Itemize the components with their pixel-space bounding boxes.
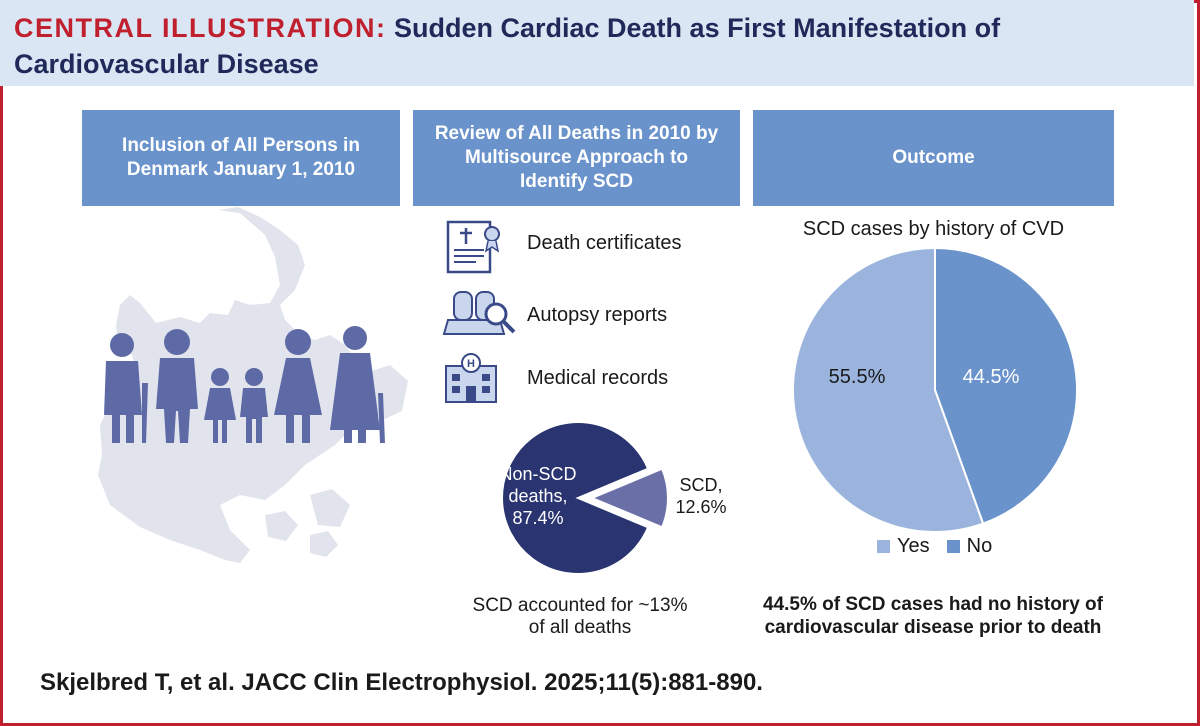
panel-inclusion-title: Inclusion of All Persons in Denmark Janu…	[122, 135, 360, 180]
elderly-woman-silhouette	[330, 326, 385, 443]
source-label-autopsy-reports: Autopsy reports	[527, 304, 668, 326]
legend-swatch-no	[946, 540, 960, 553]
pie-slice-scd	[589, 467, 669, 529]
deaths-caption-line1: SCD accounted for ~13%	[472, 595, 688, 616]
page-title: CENTRAL ILLUSTRATION: Sudden Cardiac Dea…	[14, 10, 1184, 82]
pie-label-non-scd-name: Non-SCD deaths,	[499, 464, 577, 506]
adult-man-silhouette	[156, 329, 198, 443]
illustration-title: Sudden Cardiac Death as First Manifestat…	[14, 13, 1001, 79]
denmark-map-with-family	[98, 207, 408, 563]
pie-slice-no	[934, 246, 1078, 525]
legend-swatch-yes	[877, 540, 890, 553]
svg-text:H: H	[467, 358, 475, 370]
deaths-pie-chart	[500, 421, 669, 575]
panel-outcome-title: Outcome	[892, 147, 975, 168]
legend-label-yes: Yes	[897, 535, 930, 557]
panel-outcome-header: Outcome	[753, 110, 1114, 206]
cvd-history-pie-chart	[792, 246, 1078, 533]
adult-woman-silhouette	[274, 329, 322, 443]
pie-label-non-scd-pct: 87.4%	[512, 508, 564, 528]
cvd-chart-title: SCD cases by history of CVD	[802, 218, 1065, 240]
cvd-caption-line2: cardiovascular disease prior to death	[764, 617, 1102, 638]
pie-label-scd-name: SCD,	[679, 475, 723, 495]
panel-review-title: Review of All Deaths in 2010 by Multisou…	[434, 123, 719, 192]
pie-label-scd-pct: 12.6%	[675, 497, 727, 517]
pie-label-scd: SCD, 12.6%	[670, 474, 732, 518]
girl-silhouette	[204, 368, 236, 443]
central-illustration-label: CENTRAL ILLUSTRATION:	[14, 13, 387, 43]
deaths-caption-line2: of all deaths	[528, 617, 632, 638]
legend-label-no: No	[966, 535, 993, 557]
pie-label-non-scd: Non-SCD deaths, 87.4%	[488, 463, 588, 529]
family-silhouettes	[104, 326, 385, 443]
hospital-icon: H	[445, 353, 497, 403]
source-label-death-certificates: Death certificates	[527, 232, 682, 254]
header-band	[0, 0, 1194, 86]
panel-review-header: Review of All Deaths in 2010 by Multisou…	[413, 110, 740, 206]
deaths-pie-caption: SCD accounted for ~13% of all deaths	[420, 595, 740, 639]
pie-slice-non-scd	[500, 421, 650, 575]
pie-slice-yes	[792, 246, 985, 533]
cvd-caption-line1: 44.5% of SCD cases had no history of	[763, 594, 1103, 615]
pie-label-no-pct: 44.5%	[962, 366, 1020, 388]
source-label-medical-records: Medical records	[527, 367, 669, 389]
elderly-man-silhouette	[104, 333, 148, 443]
pie-label-yes-pct: 55.5%	[828, 366, 886, 388]
boy-silhouette	[240, 368, 268, 443]
cvd-legend: Yes No	[877, 535, 992, 558]
panel-inclusion-header: Inclusion of All Persons in Denmark Janu…	[82, 110, 400, 206]
cvd-pie-caption: 44.5% of SCD cases had no history of car…	[740, 593, 1126, 639]
death-certificate-icon	[446, 220, 500, 274]
citation: Skjelbred T, et al. JACC Clin Electrophy…	[40, 669, 763, 696]
autopsy-icon	[442, 291, 516, 335]
